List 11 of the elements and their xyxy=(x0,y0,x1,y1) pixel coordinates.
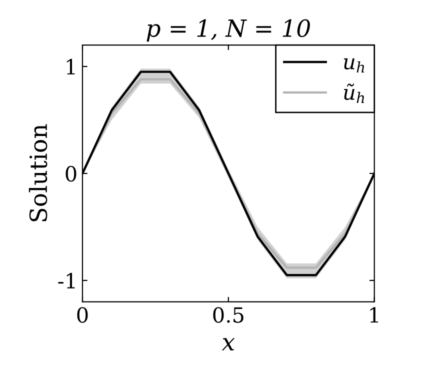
legend-label: ũ$_{h}$ xyxy=(344,84,364,103)
y-tick-label: -1 xyxy=(58,272,75,288)
y-tick-label: 1 xyxy=(66,58,75,74)
x-tick-label: 0.5 xyxy=(213,307,244,323)
y-axis-title: Solution xyxy=(28,124,48,222)
x-axis-title: x xyxy=(222,338,235,350)
y-tick-label: 0 xyxy=(66,166,76,182)
x-tick-label: 0 xyxy=(77,307,88,323)
x-tick-label: 1 xyxy=(370,307,378,323)
legend-label: u$_{h}$ xyxy=(344,58,364,72)
chart-title: p = 1, N = 10 xyxy=(146,19,310,42)
